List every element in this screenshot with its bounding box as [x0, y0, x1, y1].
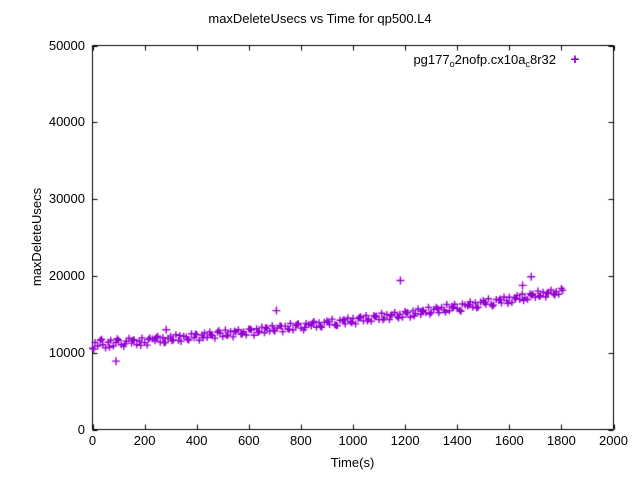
x-axis-label: Time(s) [330, 455, 375, 470]
x-tick-label: 200 [133, 433, 156, 448]
x-tick-label: 0 [88, 433, 97, 448]
x-tick-label: 1200 [390, 433, 420, 448]
y-tick-label: 0 [77, 421, 85, 437]
legend-marker-plus-icon: + [570, 51, 580, 68]
legend-entry-label: pg177o2nofp.cx10ac8r32 [413, 51, 556, 73]
chart-title: maxDeleteUsecs vs Time for qp500.L4 [208, 11, 432, 26]
x-tick-label: 600 [237, 433, 260, 448]
y-tick-label: 20000 [48, 267, 85, 283]
y-tick-label: 50000 [48, 37, 85, 53]
x-tick-label: 1400 [442, 433, 472, 448]
legend-label-part: pg177 [413, 52, 450, 67]
y-tick-label: 30000 [48, 191, 85, 207]
x-tick-label: 2000 [599, 433, 628, 448]
x-tick-label: 1800 [546, 433, 576, 448]
y-tick-label: 10000 [48, 344, 85, 360]
legend: pg177o2nofp.cx10ac8r32 + [300, 51, 586, 69]
y-axis-label: maxDeleteUsecs [29, 187, 44, 287]
legend-label-part: 2nofp.cx10a [454, 52, 526, 67]
y-tick-label: 40000 [48, 114, 85, 130]
x-tick-label: 800 [290, 433, 312, 448]
legend-label-part: 8r32 [529, 52, 556, 67]
legend-label-subscript: o [449, 59, 455, 69]
x-tick-label: 400 [185, 433, 208, 448]
x-tick-label: 1600 [494, 433, 524, 448]
x-tick-label: 1000 [338, 433, 368, 448]
legend-label-subscript: c [525, 59, 530, 69]
